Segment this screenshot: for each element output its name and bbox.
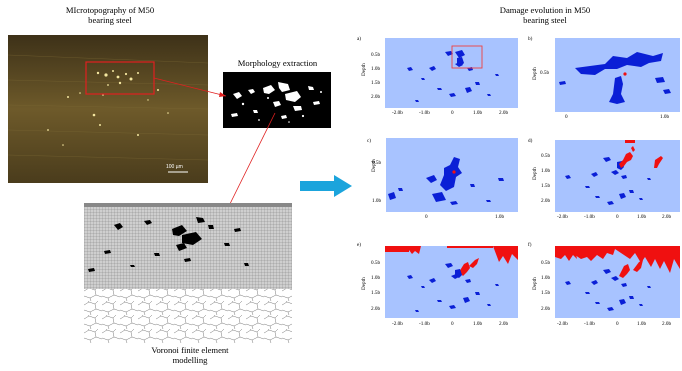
panel-b-x2: 1.0b [660,114,670,120]
morph-title: Morphology extraction [237,58,318,68]
panel-a-tag: a) [357,36,362,42]
panel-a-depth-label: Depth [361,63,367,76]
panel-f-x4: 1.0b [637,321,647,327]
damage-title-line1: Damage evolution in M50 [499,5,591,15]
panel-a-y1: 0.5b [371,52,381,58]
panel-f-y3: 1.5b [541,290,551,296]
fe-title-line2: modelling [172,355,208,365]
panel-d-tag: d) [528,138,533,144]
panel-e-y1: 0.5b [371,260,381,266]
panel-f-x2: -1.0b [584,321,595,327]
connector-arrowhead-1 [219,92,226,97]
panel-f-y1: 0.5b [541,260,551,266]
panel-f-svg [555,246,680,311]
damage-title-line2: bearing steel [523,15,567,25]
panel-a-y3: 1.5b [371,80,381,86]
panel-b-crack-dot [623,72,627,76]
panel-e-x2: -1.0b [419,321,430,327]
flow-arrow-icon [300,175,352,197]
panel-a-svg [407,45,499,102]
panel-d-x3: 0 [616,214,619,220]
panel-e-x5: 2.0b [499,321,509,327]
panel-d-y3: 1.5b [541,183,551,189]
panel-f-plot [555,246,680,318]
panel-d-x5: 2.0b [662,214,672,220]
panel-a-x5: 2.0b [499,110,509,116]
microtopography-svg [8,35,208,183]
panel-a-y4: 2.0b [371,94,381,100]
panel-e-y4: 2.0b [371,306,381,312]
connector-morph-fe [221,112,276,221]
panel-f-tag: f) [528,242,532,248]
panel-c-crack-dot [452,170,456,174]
connector-micro-morph [153,77,227,97]
panel-b-y1: 0.5b [540,70,550,76]
panel-d-y1: 0.5b [541,153,551,159]
panel-d-y2: 1.0b [541,168,551,174]
panel-e-y3: 1.5b [371,290,381,296]
panel-a-x1: -2.0b [392,110,403,116]
panel-e-x4: 1.0b [473,321,483,327]
morphology-image [223,72,331,128]
panel-d-y4: 2.0b [541,198,551,204]
panel-f-x5: 2.0b [662,321,672,327]
panel-d-x1: -2.0b [557,214,568,220]
voronoi-fe-mesh [84,203,292,343]
panel-a-plot [385,38,518,108]
panel-f-y2: 1.0b [541,275,551,281]
panel-a-zoom-box [451,45,483,69]
panel-b-tag: b) [528,36,533,42]
fe-mesh-svg [84,203,292,343]
panel-b-plot [555,38,680,112]
panel-c-y1: 0.5b [372,160,382,166]
panel-c-tag: c) [367,138,372,144]
panel-d-depth-label: Depth [532,167,538,180]
panel-b-svg [559,52,671,104]
micro-title-line2: bearing steel [88,15,132,25]
panel-e-y2: 1.0b [371,275,381,281]
micro-title: MIcrotopography of M50 bearing steel [30,5,190,25]
panel-d-svg [565,140,663,205]
panel-e-x3: 0 [451,321,454,327]
panel-b-depth-label: Depth [532,67,538,80]
panel-e-tag: e) [357,242,362,248]
panel-f-y4: 2.0b [541,306,551,312]
panel-c-x1: 0 [425,214,428,220]
panel-a-x4: 1.0b [473,110,483,116]
panel-d-x2: -1.0b [584,214,595,220]
panel-f-depth-label: Depth [532,277,538,290]
panel-c-y2: 1.0b [372,198,382,204]
panel-c-svg [388,157,504,205]
microtopography-image: 100 µm [8,35,208,183]
panel-e-depth-label: Depth [361,277,367,290]
panel-d-x4: 1.0b [637,214,647,220]
panel-a-x2: -1.0b [419,110,430,116]
panel-e-plot [385,246,518,318]
scale-bar-label: 100 µm [166,164,183,170]
morphology-svg [231,82,322,123]
panel-c-x2: 1.0b [495,214,505,220]
panel-e-svg [385,246,518,312]
fe-title-line1: Voronoi finite element [151,345,229,355]
panel-e-x1: -2.0b [392,321,403,327]
panel-a-x3: 0 [451,110,454,116]
damage-title: Damage evolution in M50 bearing steel [465,5,625,25]
panel-b-x1: 0 [565,114,568,120]
panel-c-plot [386,138,518,212]
panel-d-plot [555,140,680,212]
panel-f-x1: -2.0b [557,321,568,327]
fe-title: Voronoi finite element modelling [110,345,270,365]
panel-f-x3: 0 [616,321,619,327]
panel-a-y2: 1.0b [371,66,381,72]
micro-title-line1: MIcrotopography of M50 [65,5,155,15]
